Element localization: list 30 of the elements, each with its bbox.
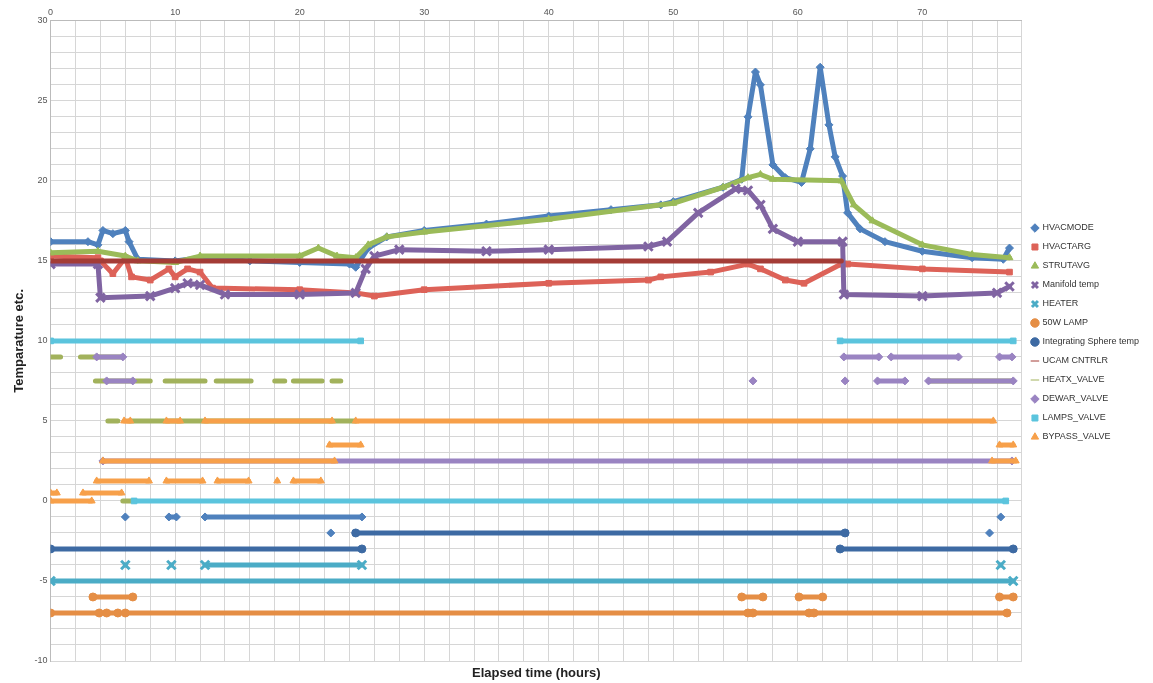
y-axis-title: Temparature etc. <box>11 289 27 393</box>
x-tick-label: 20 <box>294 6 305 17</box>
legend-label: HEATX_VALVE <box>1042 374 1105 385</box>
x-tick-label: 40 <box>543 6 554 17</box>
x-tick-label: 50 <box>668 6 679 17</box>
x-tick-label: 70 <box>917 6 928 17</box>
legend-label: Integrating Sphere temp <box>1042 336 1139 347</box>
y-tick-label: 5 <box>42 415 48 426</box>
y-tick-label: 10 <box>37 335 48 346</box>
y-tick-label: 30 <box>37 15 48 26</box>
legend-label: BYPASS_VALVE <box>1042 431 1111 442</box>
x-axis-title: Elapsed time (hours) <box>471 664 601 680</box>
legend-label: LAMPS_VALVE <box>1042 412 1106 423</box>
legend-label: HVACMODE <box>1042 222 1094 233</box>
legend-label: Manifold temp <box>1042 279 1099 290</box>
x-tick-label: 10 <box>170 6 181 17</box>
y-tick-label: -5 <box>39 575 48 586</box>
y-tick-label: -10 <box>34 655 48 666</box>
y-tick-label: 20 <box>37 175 48 186</box>
legend-label: HVACTARG <box>1042 241 1092 252</box>
x-tick-label: 60 <box>792 6 803 17</box>
y-tick-label: 25 <box>37 95 48 106</box>
y-tick-label: 15 <box>37 255 48 266</box>
y-tick-label: 0 <box>42 495 48 506</box>
legend-label: 50W LAMP <box>1042 317 1088 328</box>
legend-label: HEATER <box>1042 298 1079 309</box>
legend-label: STRUTAVG <box>1042 260 1091 271</box>
legend-label: UCAM CNTRLR <box>1042 355 1109 366</box>
legend-label: DEWAR_VALVE <box>1042 393 1109 404</box>
x-tick-label: 30 <box>419 6 430 17</box>
